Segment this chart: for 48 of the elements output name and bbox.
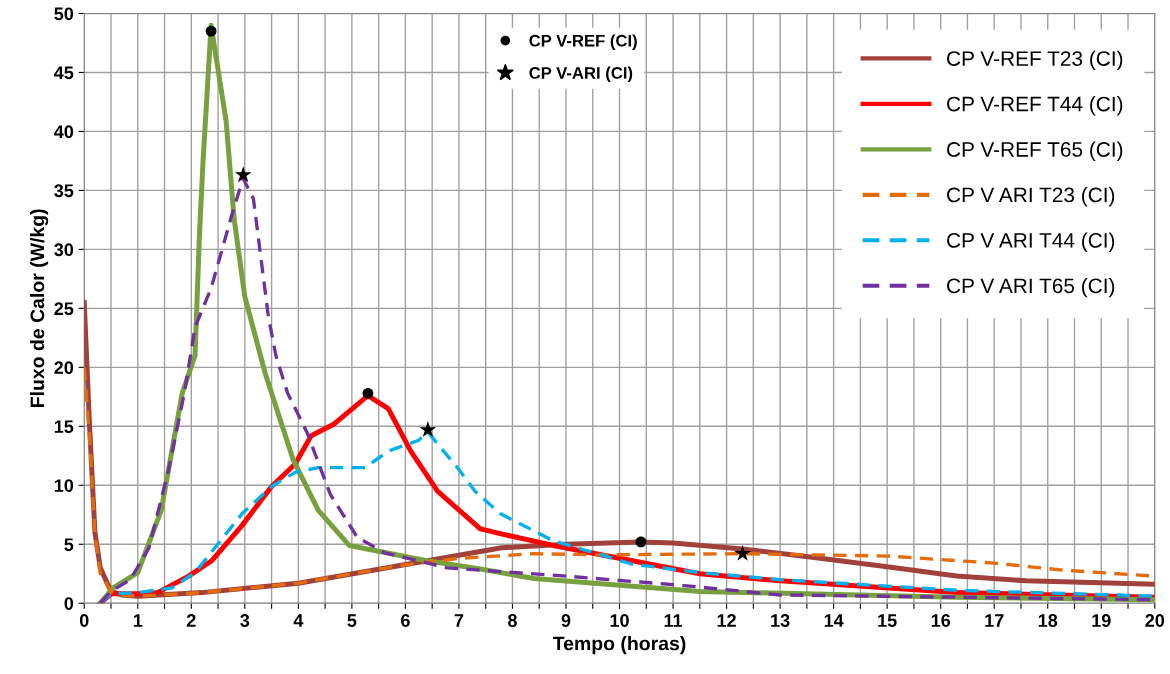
x-tick-label: 11 (664, 614, 683, 627)
y-tick-label: 25 (54, 302, 74, 316)
legend-label: CP V ARI T23 (CI) (947, 187, 1115, 207)
x-tick-label: 9 (561, 614, 571, 627)
x-tick-label: 19 (1092, 614, 1111, 627)
y-tick-label: 20 (54, 361, 74, 375)
x-tick-label: 7 (454, 614, 464, 627)
y-tick-label: 40 (54, 125, 74, 139)
legend-label: CP V ARI T65 (CI) (947, 277, 1115, 298)
x-tick-label: 20 (1145, 614, 1165, 627)
x-tick-label: 14 (824, 614, 844, 627)
y-tick-label: 30 (54, 243, 74, 257)
point (635, 536, 647, 548)
y-tick-label: 10 (54, 479, 74, 492)
point (362, 387, 374, 399)
x-tick-label: 2 (186, 614, 196, 627)
x-tick-label: 18 (1038, 614, 1058, 627)
legend-label: CP V-REF T44 (CI) (947, 96, 1123, 116)
legend-label: CP V-ARI (CI) (529, 66, 633, 83)
x-tick-label: 6 (401, 614, 410, 627)
x-tick-label: 5 (347, 614, 357, 627)
x-axis-title: Tempo (horas) (552, 636, 686, 655)
point (234, 166, 252, 183)
x-tick-label: 17 (985, 614, 1004, 627)
point (419, 421, 437, 437)
legend-label: CP V-REF (CI) (529, 34, 637, 50)
point (205, 25, 217, 37)
y-tick-label: 50 (54, 7, 74, 21)
y-tick-label: 0 (64, 597, 74, 610)
point (734, 544, 751, 561)
legend-label: CP V-REF T65 (CI) (947, 141, 1123, 161)
y-tick-label: 15 (54, 420, 74, 434)
x-tick-label: 13 (771, 614, 790, 627)
x-tick-label: 1 (133, 614, 143, 627)
y-axis-title: Fluxo de Calor (W/kg) (29, 209, 49, 407)
x-tick-label: 3 (240, 614, 250, 627)
legend-label: CP V-REF T23 (CI) (947, 50, 1123, 71)
x-tick-label: 16 (931, 614, 951, 627)
x-tick-label: 15 (878, 614, 897, 627)
x-tick-label: 8 (508, 614, 517, 627)
y-tick-label: 35 (54, 184, 74, 198)
x-tick-label: 0 (79, 614, 89, 627)
x-tick-label: 12 (717, 614, 736, 627)
x-tick-label: 4 (293, 614, 304, 627)
y-tick-label: 5 (64, 538, 74, 551)
legend-label: CP V ARI T44 (CI) (947, 232, 1115, 252)
x-tick-label: 10 (610, 614, 629, 627)
y-tick-label: 45 (54, 66, 74, 80)
